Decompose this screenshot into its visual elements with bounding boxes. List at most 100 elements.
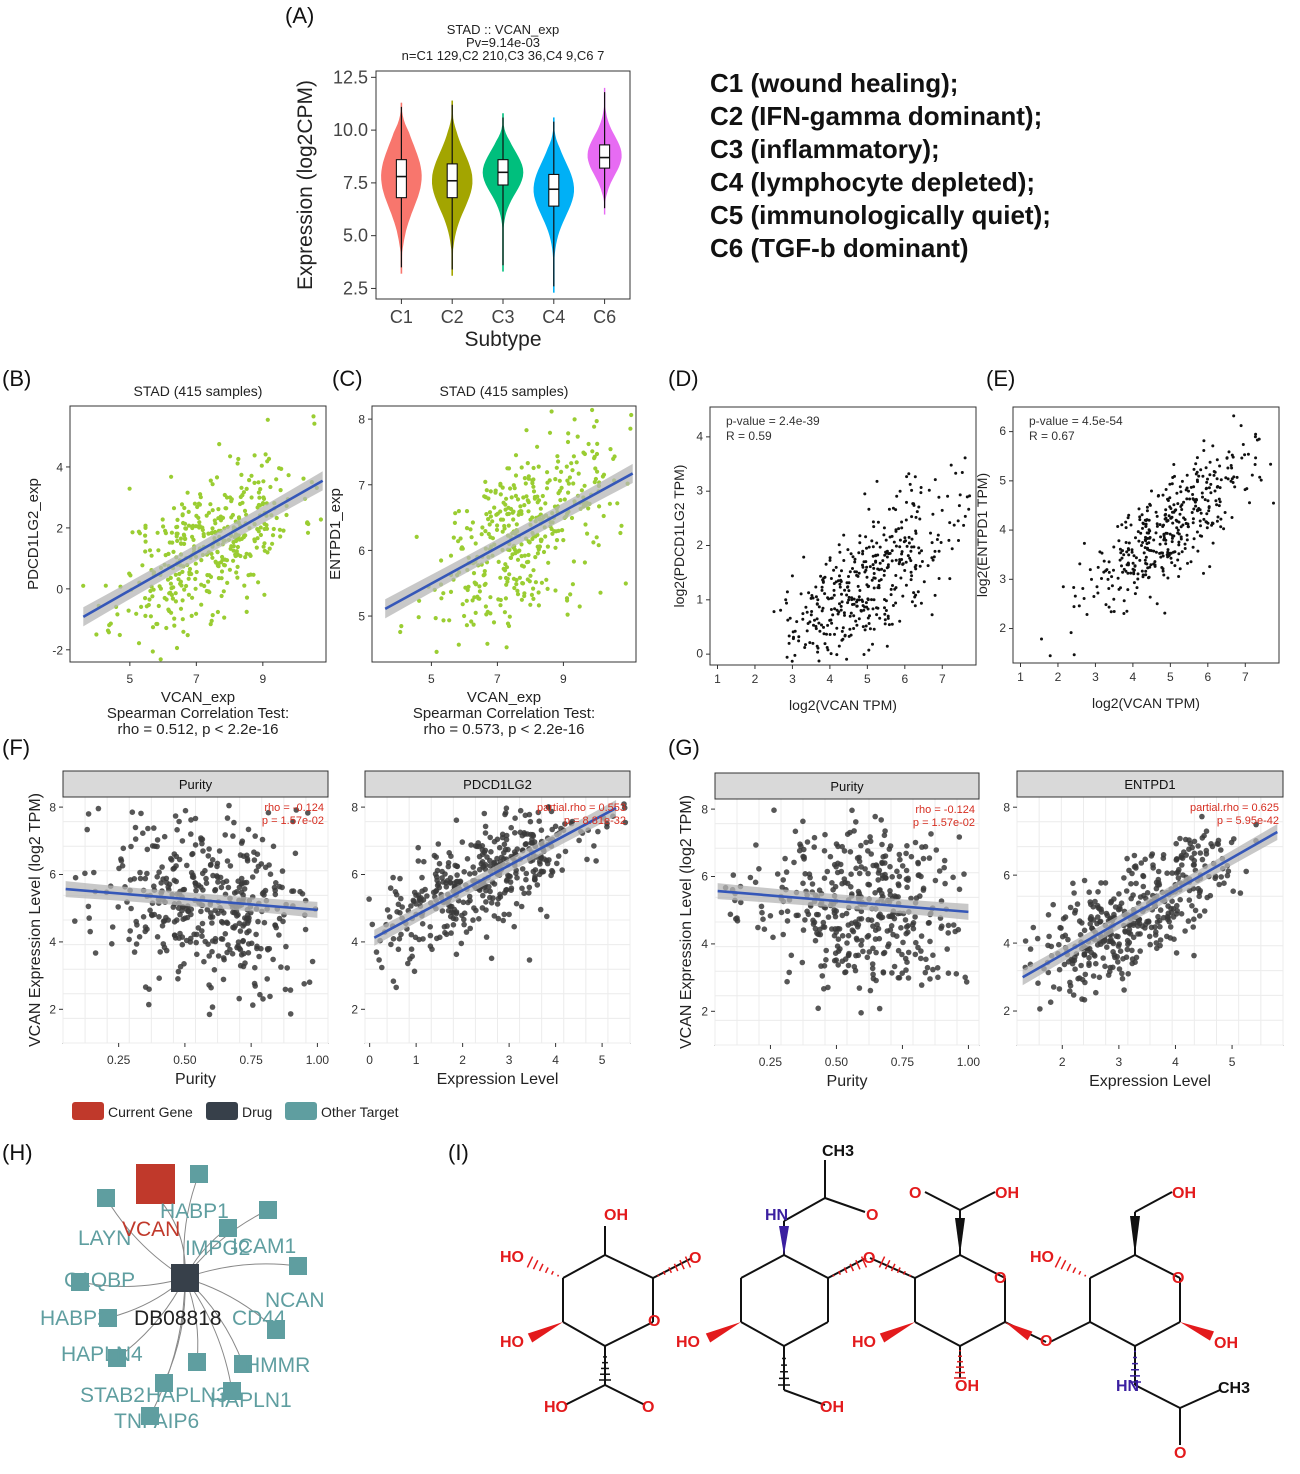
scatter-point — [845, 581, 849, 585]
scatter-point — [849, 807, 855, 814]
scatter-point — [1115, 943, 1122, 949]
scatter-point — [871, 607, 875, 611]
network-edge — [183, 1173, 200, 1279]
scatter-point — [861, 549, 865, 553]
scatter-point — [1240, 456, 1244, 460]
target-node — [99, 1309, 117, 1327]
hash-bond — [662, 1270, 666, 1275]
y-tick-label: 6 — [999, 424, 1006, 438]
scatter-point — [962, 974, 968, 981]
scatter-point — [870, 539, 874, 543]
scatter-point — [883, 553, 887, 557]
scatter-point — [1159, 555, 1163, 559]
scatter-point — [882, 853, 889, 859]
scatter-point — [1223, 511, 1227, 514]
scatter-point — [838, 585, 842, 589]
scatter-point — [849, 611, 853, 615]
scatter-point — [441, 591, 446, 596]
atom-label: OH — [820, 1399, 844, 1416]
scatter-point — [840, 569, 843, 573]
scatter-point — [198, 495, 203, 500]
scatter-point — [753, 842, 759, 848]
scatter-point — [1142, 551, 1146, 555]
scatter-point — [857, 617, 861, 621]
scatter-point — [1206, 477, 1209, 481]
scatter-point — [1235, 475, 1239, 479]
scatter-point — [146, 986, 152, 992]
y-tick-label: 5 — [358, 610, 365, 624]
scatter-point — [147, 548, 153, 553]
scatter-point — [169, 474, 174, 479]
scatter-point — [1182, 516, 1186, 520]
wedge-bond — [879, 1322, 915, 1343]
bond — [604, 1321, 654, 1347]
scatter-point — [1169, 556, 1173, 560]
scatter-point — [236, 456, 241, 462]
scatter-point — [1090, 577, 1093, 581]
scatter-point — [784, 978, 790, 985]
scatter-point — [504, 496, 509, 501]
scatter-point — [880, 970, 887, 976]
scatter-point — [569, 818, 576, 825]
scatter-point — [878, 616, 882, 620]
scatter-point — [1096, 591, 1100, 595]
scatter-point — [194, 951, 200, 958]
scatter-point — [258, 945, 264, 952]
scatter-point — [172, 616, 177, 621]
scatter-point — [126, 936, 132, 943]
scatter-point — [1215, 503, 1219, 507]
scatter-point — [953, 971, 960, 977]
panel-label-h: (H) — [2, 1140, 33, 1165]
scatter-point — [869, 961, 876, 967]
scatter-point — [863, 628, 867, 632]
scatter-point — [209, 618, 214, 624]
scatter-point — [1136, 572, 1140, 576]
scatter-point — [784, 598, 788, 602]
scatter-point — [462, 613, 467, 619]
scatter-point — [930, 966, 936, 973]
scatter-point — [1175, 491, 1179, 495]
hash-bond — [849, 1263, 855, 1272]
scatter-point — [807, 874, 813, 881]
scatter-point — [137, 875, 144, 882]
scatter-point — [844, 831, 851, 837]
scatter-point — [490, 895, 496, 901]
scatter-point — [820, 585, 824, 589]
subtype-legend: C1 (wound healing); C2 (IFN-gamma domina… — [710, 68, 1051, 263]
scatter-point — [408, 931, 415, 938]
scatter-point — [208, 861, 214, 868]
scatter-point — [205, 573, 210, 578]
scatter-point — [1205, 480, 1209, 484]
scatter-point — [506, 911, 512, 918]
facet-strip-label: ENTPD1 — [1124, 777, 1175, 792]
scatter-point — [390, 874, 396, 881]
scatter-point — [225, 942, 231, 948]
scatter-point — [756, 866, 762, 872]
x-tick-label: 9 — [560, 672, 567, 686]
scatter-point — [858, 541, 862, 545]
scatter-point — [210, 555, 215, 560]
scatter-point — [811, 844, 817, 850]
scatter-point — [1092, 898, 1098, 905]
scatter-point — [448, 853, 454, 859]
scatter-point — [143, 533, 148, 538]
scatter-point — [127, 486, 132, 491]
scatter-point — [454, 863, 460, 869]
scatter-point — [529, 840, 535, 846]
scatter-point — [236, 945, 243, 952]
scatter-point — [259, 836, 266, 843]
scatter-point — [219, 593, 224, 599]
scatter-point — [1203, 851, 1210, 857]
scatter-point — [1172, 534, 1176, 538]
scatter-point — [1187, 489, 1190, 493]
scatter-point — [491, 860, 497, 867]
target-label: TNFAIP6 — [114, 1410, 199, 1433]
scatter-point — [905, 923, 911, 929]
scatter-point — [238, 952, 245, 958]
scatter-point — [889, 593, 893, 597]
scatter-point — [260, 996, 266, 1002]
scatter-point — [1157, 907, 1164, 913]
scatter-point — [1207, 486, 1211, 490]
scatter-point — [91, 869, 97, 876]
